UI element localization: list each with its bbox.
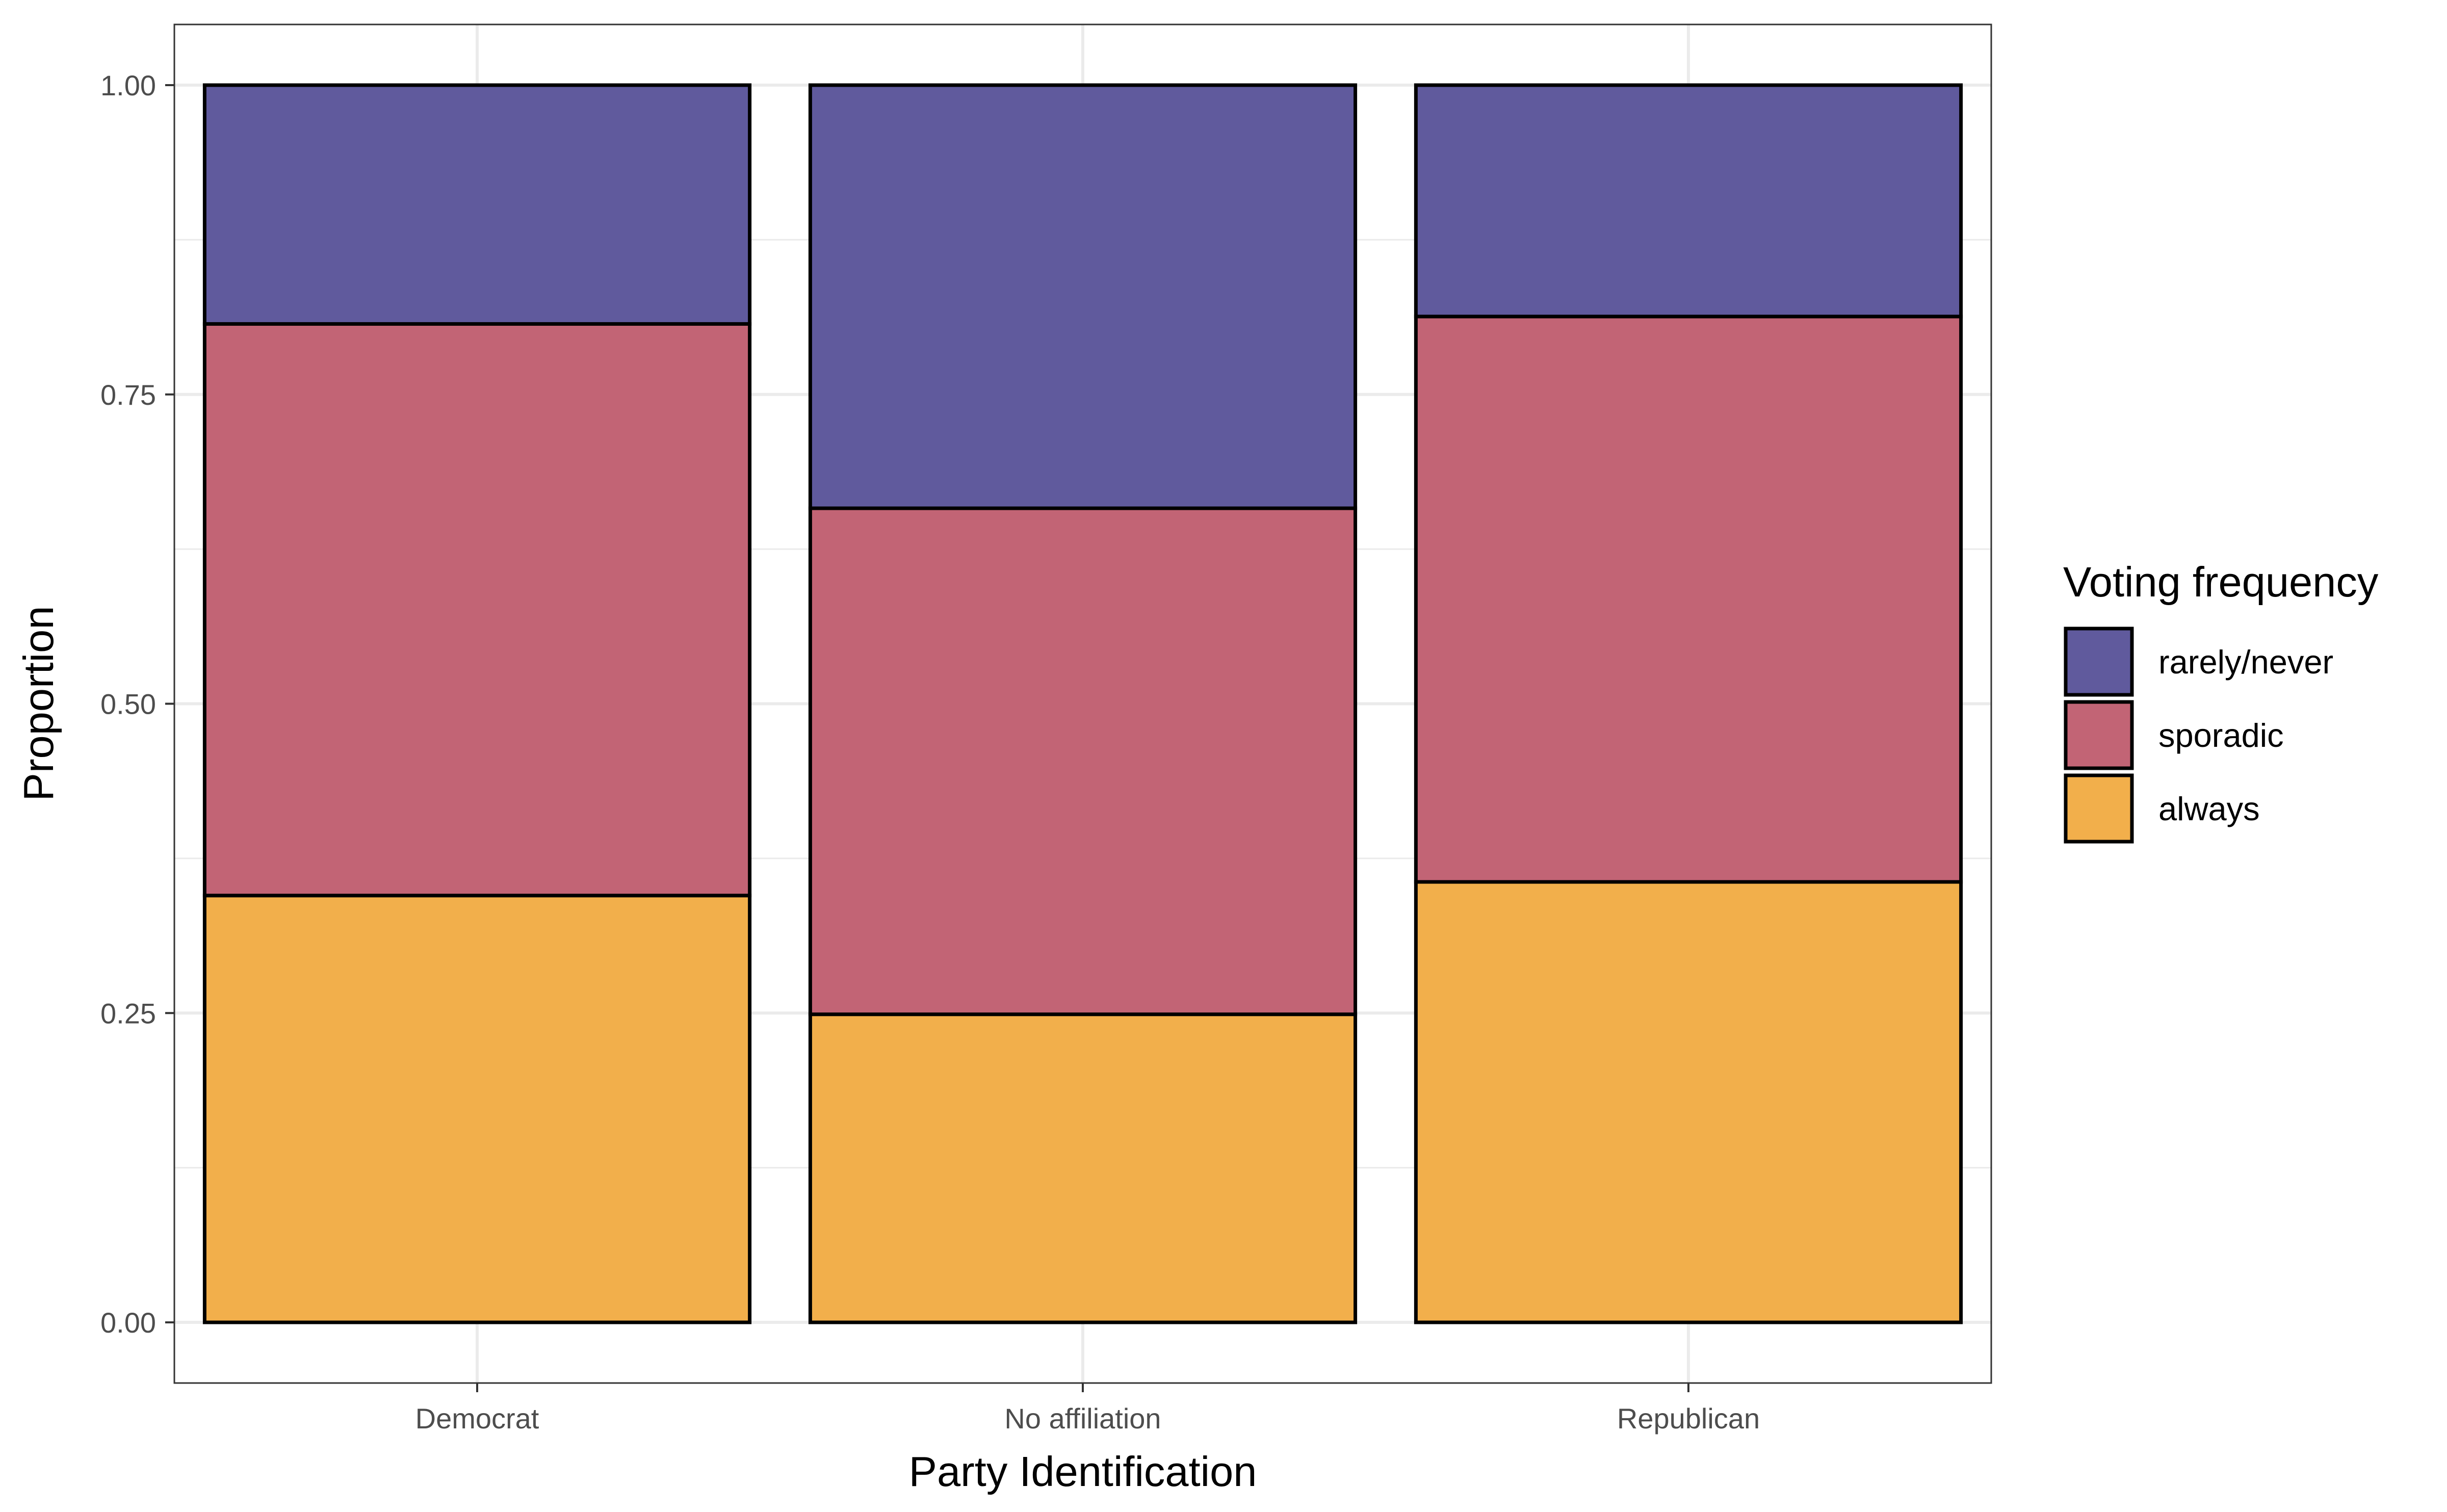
y-tick-label: 0.25	[100, 997, 156, 1029]
bars	[202, 83, 1963, 1324]
legend-label: rarely/never	[2158, 643, 2333, 681]
legend-title: Voting frequency	[2063, 558, 2379, 606]
x-axis-title: Party Identification	[909, 1448, 1257, 1495]
bar-segment	[808, 506, 1358, 1016]
bar-segment	[1414, 315, 1963, 884]
legend-key	[2064, 627, 2134, 697]
y-tick-label: 0.50	[100, 688, 156, 720]
legend-key	[2064, 773, 2134, 844]
y-axis: 0.00 0.25 0.50 0.75 1.00	[100, 69, 174, 1339]
legend-key	[2064, 700, 2134, 770]
bar-segment	[1414, 880, 1963, 1324]
legend-label: always	[2158, 790, 2260, 827]
bar-segment	[202, 322, 752, 898]
bar-segment	[1414, 83, 1963, 319]
x-tick-label: No affiliation	[1004, 1402, 1161, 1435]
legend-label: sporadic	[2158, 717, 2284, 754]
x-axis: Democrat No affiliation Republican	[415, 1383, 1760, 1435]
bar-segment	[202, 83, 752, 326]
legend: rarely/never sporadic always	[2064, 627, 2333, 844]
x-tick-label: Republican	[1617, 1402, 1760, 1435]
y-axis-title: Proportion	[15, 606, 62, 801]
bar-segment	[808, 83, 1358, 510]
bar-segment	[202, 894, 752, 1324]
x-tick-label: Democrat	[415, 1402, 539, 1435]
y-tick-label: 1.00	[100, 69, 156, 101]
bar-segment	[808, 1012, 1358, 1324]
y-tick-label: 0.75	[100, 379, 156, 411]
y-tick-label: 0.00	[100, 1307, 156, 1339]
